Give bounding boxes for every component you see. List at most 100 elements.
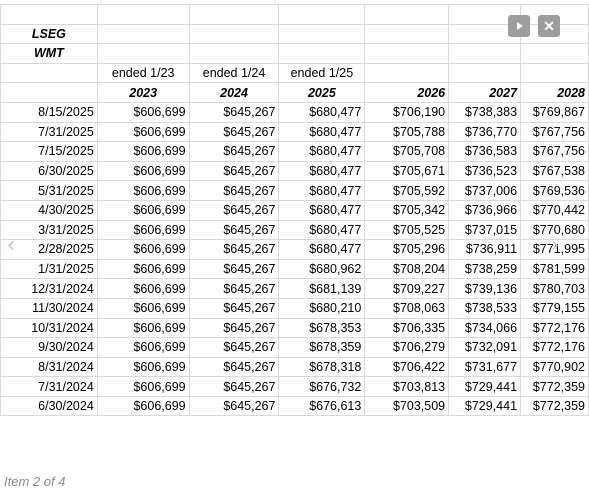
value-cell: $705,525 (364, 219, 450, 241)
value-cell: $705,788 (364, 121, 450, 143)
table-row: 12/31/2024 $606,699 $645,267 $681,139 $709,2… (0, 278, 589, 299)
table-row: 7/15/2025 $606,699 $645,267 $680,477 $705,70… (0, 141, 589, 162)
value-cell: $738,259 (448, 258, 522, 280)
close-button[interactable]: ✕ (538, 15, 560, 37)
year-header: 2025 (278, 82, 366, 103)
value-cell: $770,902 (520, 356, 589, 378)
period-row: ended 1/23 ended 1/24 ended 1/25 (0, 62, 589, 84)
value-cell: $645,267 (188, 219, 280, 241)
value-cell: $645,267 (188, 337, 280, 358)
year-header-row: 2023 2024 2025 2026 2027 2028 (0, 82, 589, 103)
value-cell: $780,703 (520, 278, 589, 299)
value-cell: $645,267 (188, 160, 280, 182)
cell (96, 23, 190, 45)
cell (520, 43, 589, 64)
value-cell: $678,318 (278, 356, 366, 378)
value-cell: $736,523 (448, 160, 522, 182)
value-cell: $708,063 (364, 297, 450, 319)
value-cell: $769,867 (520, 101, 589, 123)
previous-arrow-icon[interactable]: ‹ (6, 232, 16, 258)
value-cell: $732,091 (448, 337, 522, 358)
date-cell: 5/31/2025 (0, 180, 98, 201)
value-cell: $706,335 (364, 317, 450, 339)
value-cell: $606,699 (96, 356, 190, 378)
cell (0, 4, 98, 25)
period-label: ended 1/25 (278, 62, 366, 84)
date-cell: 12/31/2024 (0, 278, 98, 299)
period-label: ended 1/23 (96, 62, 190, 84)
cell (278, 23, 366, 45)
value-cell: $729,441 (448, 376, 522, 397)
table-row: 3/31/2025 $606,699 $645,267 $680,477 $705,52… (0, 219, 589, 241)
value-cell: $645,267 (188, 278, 280, 299)
play-button[interactable] (508, 15, 530, 37)
table-row: 11/30/2024 $606,699 $645,267 $680,210 $708,0… (0, 297, 589, 319)
cell (364, 62, 450, 84)
value-cell: $606,699 (96, 337, 190, 358)
ticker-label: WMT (0, 43, 98, 64)
value-cell: $681,139 (278, 278, 366, 299)
value-cell: $767,756 (520, 121, 589, 143)
value-cell: $769,536 (520, 180, 589, 201)
cell (448, 62, 522, 84)
date-cell: 10/31/2024 (0, 317, 98, 339)
date-cell: 7/31/2024 (0, 376, 98, 397)
value-cell: $606,699 (96, 278, 190, 299)
blank-row (0, 4, 589, 25)
value-cell: $606,699 (96, 160, 190, 182)
value-cell: $645,267 (188, 199, 280, 221)
cell (520, 62, 589, 84)
table-row: 1/31/2025 $606,699 $645,267 $680,962 $708,20… (0, 258, 589, 280)
table-row: 5/31/2025 $606,699 $645,267 $680,477 $705,59… (0, 180, 589, 201)
value-cell: $738,383 (448, 101, 522, 123)
value-cell: $680,477 (278, 239, 366, 260)
cell (188, 4, 280, 25)
value-cell: $705,708 (364, 141, 450, 162)
table-row: 7/31/2025 $606,699 $645,267 $680,477 $705,78… (0, 121, 589, 143)
value-cell: $606,699 (96, 376, 190, 397)
value-cell: $708,204 (364, 258, 450, 280)
value-cell: $770,442 (520, 199, 589, 221)
date-cell: 1/31/2025 (0, 258, 98, 280)
value-cell: $706,190 (364, 101, 450, 123)
value-cell: $772,359 (520, 376, 589, 397)
value-cell: $736,911 (448, 239, 522, 260)
next-arrow-icon[interactable]: › (550, 232, 560, 258)
table-row: 4/30/2025 $606,699 $645,267 $680,477 $705,34… (0, 199, 589, 221)
value-cell: $606,699 (96, 180, 190, 201)
value-cell: $772,176 (520, 337, 589, 358)
value-cell: $645,267 (188, 101, 280, 123)
cell (278, 4, 366, 25)
value-cell: $606,699 (96, 258, 190, 280)
cell (96, 4, 190, 25)
value-cell: $606,699 (96, 395, 190, 417)
value-cell: $680,477 (278, 199, 366, 221)
table-row: 8/15/2025 $606,699 $645,267 $680,477 $706,19… (0, 101, 589, 123)
value-cell: $680,477 (278, 121, 366, 143)
value-cell: $736,770 (448, 121, 522, 143)
spreadsheet-table: LSEG WMT ended 1/23 ended 1/24 ended 1/2… (0, 4, 589, 417)
cell (188, 43, 280, 64)
value-cell: $729,441 (448, 395, 522, 417)
date-cell: 7/15/2025 (0, 141, 98, 162)
table-row: 10/31/2024 $606,699 $645,267 $678,353 $706,3… (0, 317, 589, 339)
value-cell: $680,477 (278, 180, 366, 201)
period-label: ended 1/24 (188, 62, 280, 84)
value-cell: $645,267 (188, 376, 280, 397)
cell (278, 43, 366, 64)
year-header: 2024 (188, 82, 280, 103)
value-cell: $680,477 (278, 141, 366, 162)
value-cell: $680,477 (278, 219, 366, 241)
date-cell: 6/30/2024 (0, 395, 98, 417)
cell (0, 62, 98, 84)
value-cell: $680,477 (278, 101, 366, 123)
value-cell: $680,962 (278, 258, 366, 280)
source-row: LSEG (0, 23, 589, 45)
year-header: 2027 (448, 82, 522, 103)
source-label: LSEG (0, 23, 98, 45)
value-cell: $767,538 (520, 160, 589, 182)
value-cell: $645,267 (188, 121, 280, 143)
value-cell: $703,509 (364, 395, 450, 417)
value-cell: $705,671 (364, 160, 450, 182)
value-cell: $645,267 (188, 297, 280, 319)
